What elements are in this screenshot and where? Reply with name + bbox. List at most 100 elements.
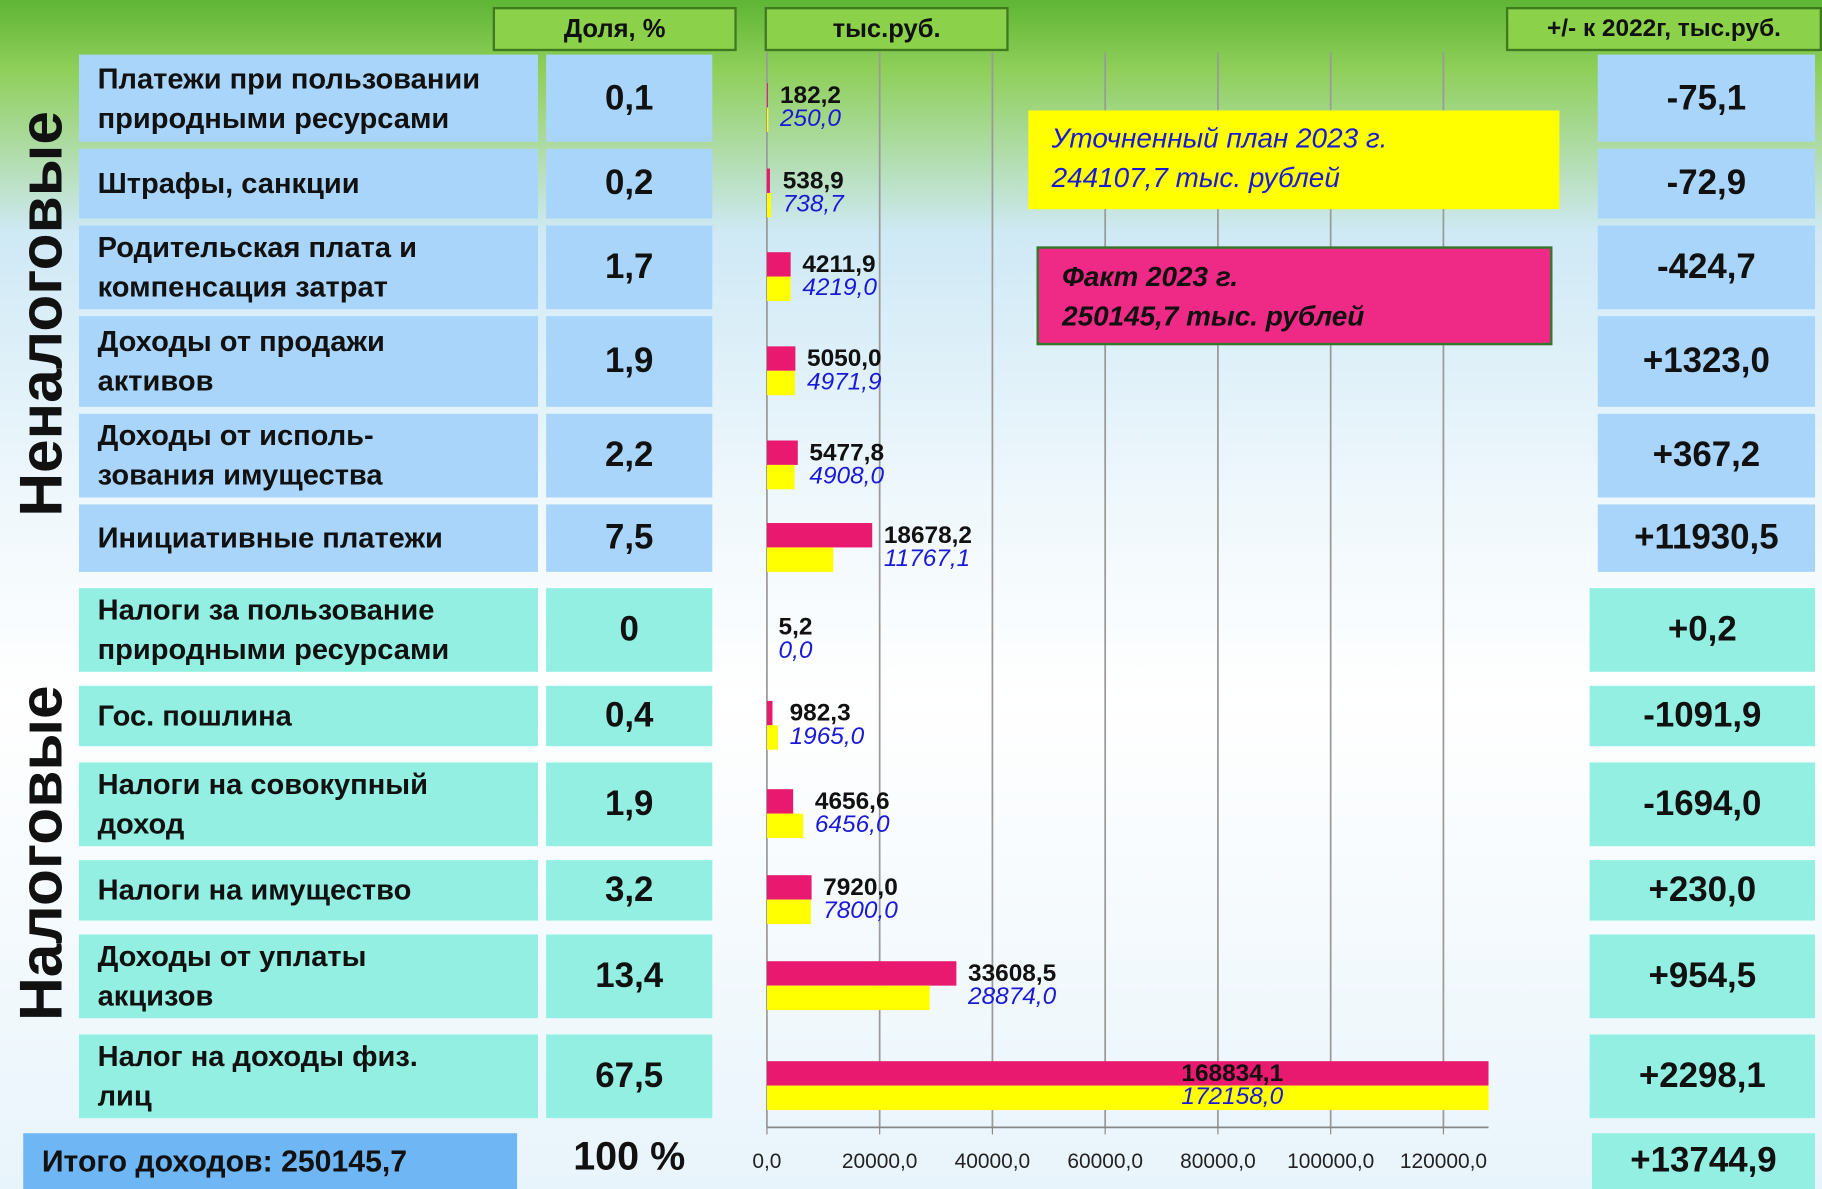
header-diff: +/- к 2022г, тыс.руб. [1505, 6, 1822, 52]
x-tick-label: 0,0 [752, 1150, 781, 1173]
value-label: 33608,5 [968, 960, 1056, 987]
header-unit: тыс.руб. [764, 6, 1009, 52]
row-label: Налоги за пользование природными ресурса… [79, 588, 539, 672]
bar [766, 789, 794, 814]
value-label: 738,7 [783, 191, 845, 218]
bar [766, 1061, 1489, 1086]
share-cell: 0,2 [546, 148, 713, 219]
share-cell: 2,2 [546, 413, 713, 498]
legend-fact: Факт 2023 г. 250145,7 тыс. рублей [1036, 246, 1553, 346]
legend-plan: Уточненный план 2023 г. 244107,7 тыс. ру… [1028, 110, 1560, 210]
bar [766, 875, 812, 900]
bar [766, 961, 957, 986]
value-label: 4971,9 [807, 368, 882, 395]
share-cell: 1,7 [546, 225, 713, 310]
share-cell: 3,2 [546, 860, 713, 921]
value-label: 6456,0 [815, 811, 890, 838]
row-label: Налоги на имущество [79, 860, 539, 921]
share-cell: 0,4 [546, 685, 713, 747]
bars [766, 83, 1489, 1110]
share-cell: 1,9 [546, 316, 713, 407]
value-label: 11767,1 [884, 545, 970, 572]
value-label: 538,9 [783, 167, 844, 194]
legend-plan-total: 244107,7 тыс. рублей [1051, 162, 1340, 195]
row-label: Налог на доходы физ. лиц [79, 1034, 539, 1119]
x-tick-label: 120000,0 [1400, 1150, 1487, 1173]
share-cell: 1,9 [546, 762, 713, 847]
diff-cell: +954,5 [1589, 934, 1816, 1019]
total-label: Итого доходов: 250145,7 [23, 1133, 518, 1189]
total-diff: +13744,9 [1591, 1133, 1816, 1189]
value-label: 7800,0 [823, 897, 898, 924]
diff-cell: -424,7 [1597, 225, 1816, 310]
value-label: 0,0 [779, 637, 813, 664]
group-label: Налоговые [8, 685, 76, 1021]
value-label: 28874,0 [967, 983, 1057, 1010]
diff-cell: -1091,9 [1589, 685, 1816, 747]
row-label: Платежи при пользовании природными ресур… [79, 54, 539, 142]
group-label: Неналоговые [8, 110, 76, 517]
diff-cell: -75,1 [1597, 54, 1816, 142]
total-share: 100 % [573, 1133, 686, 1178]
row-label: Доходы от исполь- зования имущества [79, 413, 539, 498]
legend-fact-total: 250145,7 тыс. рублей [1062, 301, 1365, 333]
value-label: 4656,6 [815, 788, 890, 815]
bar [766, 276, 791, 302]
value-label: 4211,9 [802, 251, 875, 278]
diff-cell: +367,2 [1597, 413, 1816, 498]
value-label: 5,2 [779, 614, 813, 641]
x-tick-label: 60000,0 [1067, 1150, 1143, 1173]
diff-cell: -72,9 [1597, 148, 1816, 219]
row-label: Доходы от уплаты акцизов [79, 934, 539, 1019]
row-label: Гос. пошлина [79, 685, 539, 747]
bar [766, 83, 768, 108]
value-label: 182,2 [780, 82, 841, 109]
bar [766, 168, 770, 193]
legend-plan-name: Уточненный план 2023 г. [1051, 123, 1388, 155]
diff-cell: +2298,1 [1589, 1034, 1816, 1119]
x-tick-label: 80000,0 [1180, 1150, 1256, 1173]
bar [766, 370, 795, 396]
value-label: 7920,0 [823, 874, 898, 901]
bar [766, 440, 798, 465]
value-label: 1965,0 [790, 723, 865, 750]
value-label: 982,3 [790, 700, 851, 727]
diff-cell: +0,2 [1589, 588, 1816, 672]
row-label: Налоги на совокупный доход [79, 762, 539, 847]
bar [766, 1085, 1489, 1110]
bar [766, 107, 769, 132]
bar [766, 985, 930, 1011]
share-cell: 0 [546, 588, 713, 672]
x-tick-label: 100000,0 [1287, 1150, 1374, 1173]
bar [766, 547, 834, 572]
row-label: Доходы от продажи активов [79, 316, 539, 407]
bar [766, 700, 773, 726]
bar [766, 899, 811, 925]
value-label: 5050,0 [807, 345, 882, 372]
diff-cell: +1323,0 [1597, 316, 1816, 407]
value-label: 5477,8 [809, 439, 884, 466]
bar [766, 346, 796, 371]
value-label: 168834,1 [1181, 1060, 1283, 1087]
value-label: 172158,0 [1181, 1083, 1283, 1110]
value-label: 4219,0 [802, 274, 877, 301]
row-label: Родительская плата и компенсация затрат [79, 225, 539, 310]
legend-fact-name: Факт 2023 г. [1062, 261, 1239, 293]
share-cell: 0,1 [546, 54, 713, 142]
value-label: 18678,2 [884, 522, 972, 549]
diff-cell: +11930,5 [1597, 504, 1816, 572]
row-label: Инициативные платежи [79, 504, 539, 572]
diff-cell: -1694,0 [1589, 762, 1816, 847]
bar [766, 725, 778, 750]
value-label: 4908,0 [809, 463, 884, 490]
header-share: Доля, % [492, 6, 737, 52]
value-label: 250,0 [779, 105, 841, 132]
share-cell: 7,5 [546, 504, 713, 572]
bar [766, 464, 795, 490]
bar [766, 523, 873, 548]
row-label: Штрафы, санкции [79, 148, 539, 219]
bar [766, 192, 772, 218]
share-cell: 13,4 [546, 934, 713, 1019]
